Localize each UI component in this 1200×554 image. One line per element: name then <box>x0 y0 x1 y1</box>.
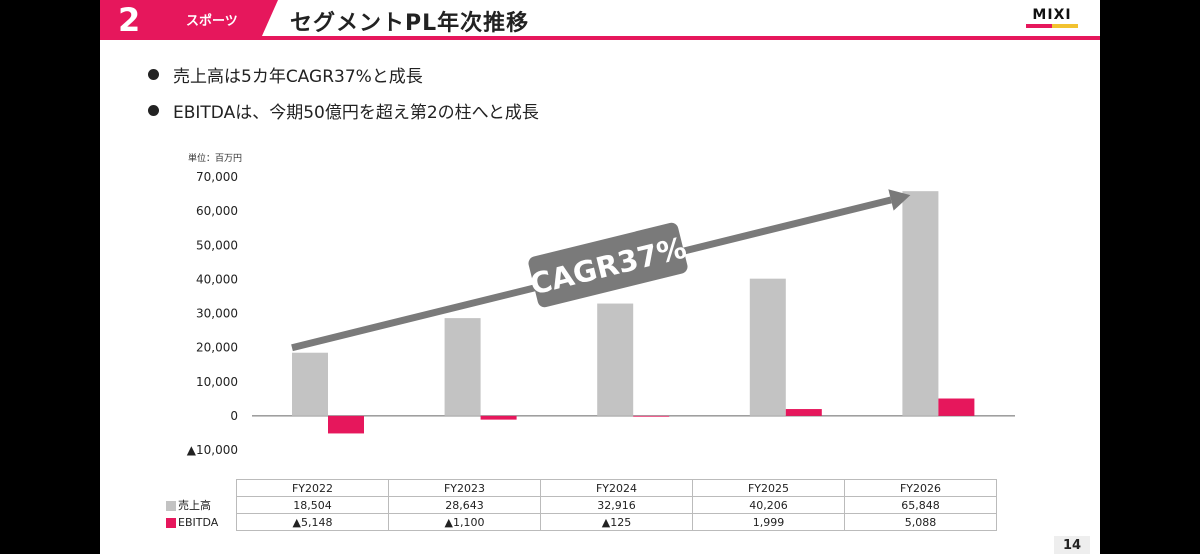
table-header-cell: FY2024 <box>540 479 693 497</box>
y-tick-label: 0 <box>230 409 238 423</box>
cagr-arrow-head-icon <box>888 189 911 211</box>
bullet-dot-icon <box>148 105 159 116</box>
bullet-dot-icon <box>148 69 159 80</box>
mixi-logo: MIXI <box>1026 7 1078 28</box>
table-row: EBITDA ▲5,148 ▲1,100 ▲125 1,999 5,088 <box>166 513 997 531</box>
legend-sales: 売上高 <box>166 496 237 514</box>
table-cell: 40,206 <box>692 496 845 514</box>
bullet-item: EBITDAは、今期50億円を超え第2の柱へと成長 <box>148 98 539 123</box>
bar-ebitda <box>938 398 975 416</box>
data-table: FY2022 FY2023 FY2024 FY2025 FY2026 売上高 1… <box>166 479 997 531</box>
logo-text: MIXI <box>1032 7 1072 23</box>
table-header-cell: FY2025 <box>692 479 845 497</box>
bar-sales <box>902 191 939 416</box>
table-cell: 65,848 <box>844 496 997 514</box>
table-cell: ▲125 <box>540 513 693 531</box>
y-tick-label: ▲10,000 <box>187 443 238 457</box>
bar-ebitda <box>328 415 364 434</box>
cagr-label-box <box>528 222 688 308</box>
y-tick-label: 60,000 <box>196 204 238 218</box>
legend-ebitda: EBITDA <box>166 513 237 531</box>
y-tick-label: 70,000 <box>196 170 238 184</box>
table-cell: 32,916 <box>540 496 693 514</box>
table-header-cell: FY2023 <box>388 479 541 497</box>
logo-stripes <box>1026 24 1078 28</box>
table-row: 売上高 18,504 28,643 32,916 40,206 65,848 <box>166 496 997 514</box>
bar-ebitda <box>785 409 822 416</box>
bullet-text: 売上高は5カ年CAGR37%と成長 <box>173 67 423 87</box>
legend-swatch-icon <box>166 501 176 511</box>
section-number: 2 <box>118 1 141 39</box>
y-tick-label: 20,000 <box>196 341 238 355</box>
legend-label: 売上高 <box>178 499 211 512</box>
table-header-row: FY2022 FY2023 FY2024 FY2025 FY2026 <box>166 479 997 497</box>
legend-label: EBITDA <box>178 515 219 529</box>
bar-sales <box>292 352 328 416</box>
legend-swatch-icon <box>166 517 176 528</box>
y-tick-label: 50,000 <box>196 238 238 252</box>
bar-ebitda <box>480 415 517 420</box>
y-tick-label: 40,000 <box>196 272 238 286</box>
page-number: 14 <box>1054 536 1090 554</box>
table-cell: ▲1,100 <box>388 513 541 531</box>
header: 2 スポーツ セグメントPL年次推移 MIXI <box>100 0 1100 40</box>
table-cell: ▲5,148 <box>236 513 389 531</box>
table-cell: 1,999 <box>692 513 845 531</box>
header-bar <box>100 0 1100 40</box>
unit-label: 単位：百万円 <box>188 154 243 164</box>
table-header-cell: FY2026 <box>844 479 997 497</box>
bar-sales <box>444 318 481 416</box>
bar-sales <box>749 278 786 416</box>
table-corner <box>166 479 237 497</box>
slide: 2 スポーツ セグメントPL年次推移 MIXI 売上高は5カ年CAGR37%と成… <box>100 0 1100 554</box>
y-tick-label: 10,000 <box>196 375 238 389</box>
table-cell: 5,088 <box>844 513 997 531</box>
section-name: スポーツ <box>186 14 238 29</box>
bar-ebitda <box>633 415 670 417</box>
bullet-item: 売上高は5カ年CAGR37%と成長 <box>148 62 423 87</box>
y-tick-label: 30,000 <box>196 307 238 321</box>
bar-sales <box>597 303 634 416</box>
bullet-text: EBITDAは、今期50億円を超え第2の柱へと成長 <box>173 103 539 123</box>
table-header-cell: FY2022 <box>236 479 389 497</box>
page-title: セグメントPL年次推移 <box>290 11 530 36</box>
table-cell: 28,643 <box>388 496 541 514</box>
section-tab: 2 スポーツ <box>100 0 278 40</box>
bar-chart: 70,000 60,000 50,000 40,000 30,000 20,000 10,0… <box>187 170 1015 457</box>
cagr-label-group: CAGR37% <box>527 222 690 308</box>
table-cell: 18,504 <box>236 496 389 514</box>
